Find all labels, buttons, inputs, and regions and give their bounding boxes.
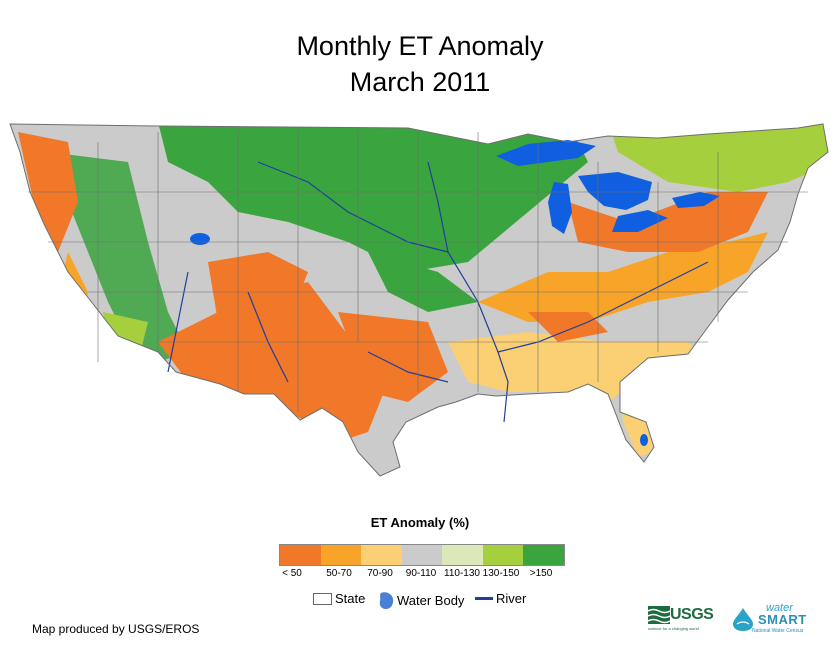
usgs-wave-icon: [648, 606, 670, 624]
legend-label: < 50: [282, 568, 302, 579]
usgs-logo: USGS: [648, 606, 714, 624]
legend-label: >150: [529, 568, 553, 579]
legend-swatch-50-70: [320, 545, 361, 565]
legend-color-bar: [279, 544, 565, 566]
legend-state: State: [313, 591, 365, 606]
legend-swatch-130-150: [482, 545, 523, 565]
river-swatch: [475, 597, 493, 600]
legend-label: 130-150: [482, 568, 520, 579]
state-swatch: [313, 592, 332, 605]
watersmart-water-text: water: [766, 602, 793, 614]
logos: USGS science for a changing world water …: [648, 602, 824, 638]
watersmart-logo: water SMART National Water Census: [730, 602, 824, 638]
legend-title: ET Anomaly (%): [370, 515, 470, 530]
legend-label: 90-110: [405, 568, 437, 579]
legend-label: 70-90: [367, 568, 393, 579]
watersmart-smart-text: SMART: [758, 612, 807, 627]
water-drop-icon: [733, 608, 753, 631]
legend-state-label: State: [335, 591, 366, 606]
watersmart-census-text: National Water Census: [752, 628, 804, 634]
reference-legend: State Water Body River: [0, 591, 840, 609]
legend-swatch-90-110: [401, 545, 442, 565]
map-subtitle: March 2011: [349, 67, 491, 97]
water-body-icon: [379, 592, 394, 609]
legend-water-body: Water Body: [378, 591, 464, 610]
legend-swatch-110-130: [442, 545, 483, 565]
legend-water-body-label: Water Body: [397, 593, 465, 608]
legend-label: 50-70: [326, 568, 352, 579]
legend-swatch-lt50: [280, 545, 321, 565]
legend-label: 110-130: [444, 568, 480, 579]
map-credit: Map produced by USGS/EROS: [32, 622, 200, 636]
legend-river: River: [475, 591, 526, 606]
legend-swatch-70-90: [361, 545, 402, 565]
usgs-tagline: science for a changing world: [648, 626, 699, 631]
legend-labels: < 50 50-70 70-90 90-110 110-130 130-150 …: [279, 568, 563, 582]
legend-swatch-gt150: [523, 545, 564, 565]
state-borders: [28, 130, 808, 412]
map-title: Monthly ET Anomaly: [296, 31, 544, 61]
et-anomaly-map: [8, 122, 836, 482]
legend-river-label: River: [496, 591, 527, 606]
usgs-text: USGS: [670, 606, 714, 623]
